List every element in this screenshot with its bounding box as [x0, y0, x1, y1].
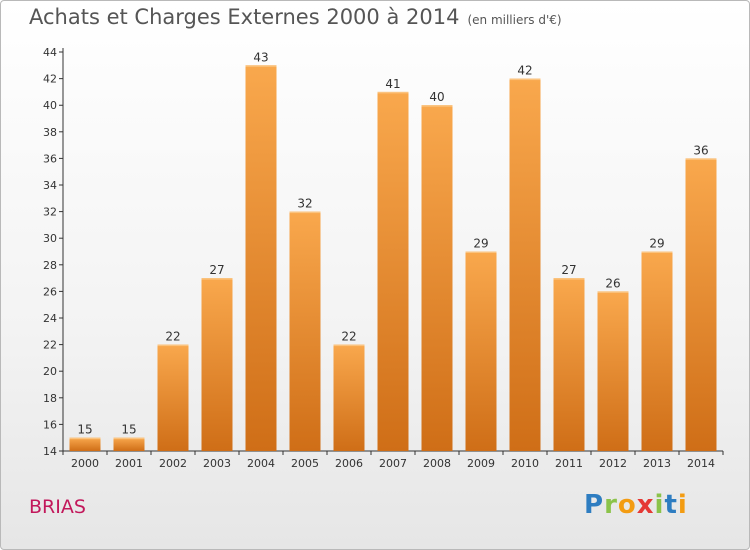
- chart-title-text: Achats et Charges Externes 2000 à 2014: [29, 5, 460, 29]
- y-tick-label: 30: [43, 232, 57, 245]
- bar: [69, 437, 101, 451]
- y-tick-label: 26: [43, 285, 57, 298]
- logo-letter: P: [584, 490, 605, 520]
- data-label: 43: [253, 50, 268, 64]
- bar: [553, 278, 585, 451]
- bar: [245, 65, 277, 452]
- data-label: 15: [121, 423, 136, 437]
- y-tick-label: 36: [43, 152, 57, 165]
- y-tick-label: 28: [43, 259, 57, 272]
- bar-top-highlight: [69, 437, 101, 440]
- x-tick-label: 2004: [247, 457, 275, 470]
- data-label: 22: [165, 330, 180, 344]
- y-tick-label: 34: [43, 179, 57, 192]
- y-tick-label: 42: [43, 73, 57, 86]
- data-label: 22: [341, 330, 356, 344]
- logo-letter: t: [664, 490, 678, 520]
- bar-top-highlight: [245, 65, 277, 67]
- y-tick-label: 20: [43, 365, 57, 378]
- data-label: 41: [385, 77, 400, 91]
- bar-top-highlight: [465, 251, 497, 253]
- x-tick-label: 2003: [203, 457, 231, 470]
- x-tick-label: 2005: [291, 457, 319, 470]
- data-label: 27: [561, 263, 576, 277]
- bar: [201, 278, 233, 451]
- logo-letter: x: [636, 490, 655, 520]
- x-tick-label: 2010: [511, 457, 539, 470]
- y-tick-label: 44: [43, 46, 57, 59]
- bar-top-highlight: [377, 91, 409, 94]
- bar-top-highlight: [157, 344, 189, 347]
- x-tick-label: 2000: [71, 457, 99, 470]
- chart-labels: 2000 15 2001 15 2002 22 2003 27 2004 43 2005 32 2006…: [71, 50, 715, 470]
- x-tick-label: 2012: [599, 457, 627, 470]
- bar-top-highlight: [509, 78, 541, 81]
- data-label: 26: [605, 276, 620, 290]
- chart-axes: 14 16 18 20 22 24 26 28 30 32 34 36 38 40 42 44: [43, 46, 724, 458]
- data-label: 29: [473, 237, 488, 251]
- logo-letter: i: [654, 490, 665, 520]
- y-tick-label: 24: [43, 312, 57, 325]
- x-tick-label: 2006: [335, 457, 363, 470]
- logo-letter: o: [617, 490, 637, 520]
- unit-label: (en milliers d'€): [467, 13, 562, 27]
- proxiti-logo: Proxiti: [584, 490, 688, 520]
- bar: [157, 344, 189, 451]
- y-tick-label: 14: [43, 445, 57, 458]
- bar: [377, 91, 409, 452]
- logo-letter: r: [604, 490, 618, 520]
- bar-top-highlight: [641, 251, 673, 253]
- logo-letter: i: [677, 490, 688, 520]
- x-tick-label: 2002: [159, 457, 187, 470]
- bar-top-highlight: [289, 211, 321, 214]
- bar-top-highlight: [685, 158, 717, 160]
- bar: [465, 251, 497, 451]
- bar-top-highlight: [597, 291, 629, 293]
- bar: [641, 251, 673, 451]
- data-label: 42: [517, 64, 532, 78]
- x-tick-label: 2011: [555, 457, 583, 470]
- bar-top-highlight: [553, 278, 585, 280]
- y-tick-label: 22: [43, 339, 57, 352]
- bar: [685, 158, 717, 451]
- y-tick-label: 32: [43, 206, 57, 219]
- bar-top-highlight: [333, 344, 365, 347]
- y-tick-label: 18: [43, 392, 57, 405]
- bar-top-highlight: [201, 278, 233, 280]
- x-tick-label: 2014: [687, 457, 715, 470]
- bar: [421, 105, 453, 451]
- data-label: 27: [209, 263, 224, 277]
- y-tick-label: 40: [43, 99, 57, 112]
- bar-top-highlight: [421, 105, 453, 107]
- bar-top-highlight: [113, 437, 145, 440]
- bar: [289, 211, 321, 451]
- chart-title: Achats et Charges Externes 2000 à 2014 (e…: [29, 5, 562, 29]
- x-tick-label: 2008: [423, 457, 451, 470]
- x-tick-label: 2001: [115, 457, 143, 470]
- chart-bars: [69, 65, 717, 452]
- data-label: 29: [649, 237, 664, 251]
- data-label: 40: [429, 90, 444, 104]
- x-tick-label: 2007: [379, 457, 407, 470]
- data-label: 36: [693, 143, 708, 157]
- data-label: 15: [77, 423, 92, 437]
- bar: [509, 78, 541, 451]
- y-tick-label: 38: [43, 126, 57, 139]
- x-tick-label: 2013: [643, 457, 671, 470]
- bar: [333, 344, 365, 451]
- commune-name: BRIAS: [29, 496, 86, 518]
- y-tick-label: 16: [43, 418, 57, 431]
- x-tick-label: 2009: [467, 457, 495, 470]
- bar: [597, 291, 629, 451]
- data-label: 32: [297, 197, 312, 211]
- bar: [113, 437, 145, 451]
